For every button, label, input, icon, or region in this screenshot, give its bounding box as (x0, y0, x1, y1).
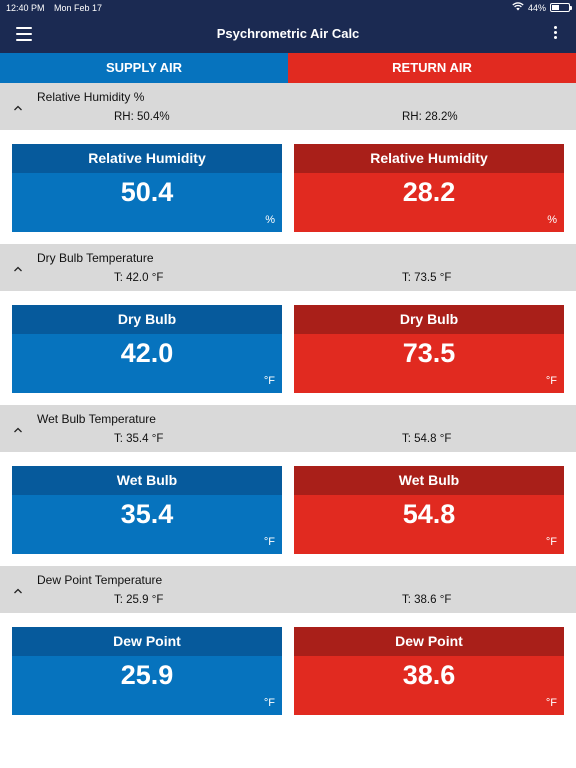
return-wet-bulb-card[interactable]: Wet Bulb 54.8 °F (294, 466, 564, 554)
status-indicators: 44% (512, 2, 572, 13)
supply-summary: RH: 50.4% (114, 111, 170, 123)
section-title: Dry Bulb Temperature (37, 251, 154, 265)
card-value: 42.0 (120, 338, 174, 368)
card-unit: °F (545, 697, 557, 709)
battery-icon (550, 3, 572, 12)
card-value: 25.9 (120, 660, 174, 690)
card-label: Dry Bulb (294, 305, 564, 334)
section-header-relative-humidity[interactable]: Relative Humidity % RH: 50.4% RH: 28.2% (0, 83, 576, 130)
status-date: Mon Feb 17 (54, 3, 103, 13)
supply-relative-humidity-card[interactable]: Relative Humidity 50.4 % (12, 144, 282, 232)
card-value: 50.4 (120, 177, 174, 207)
card-unit: °F (545, 536, 557, 548)
chevron-up-icon[interactable] (13, 100, 23, 111)
return-relative-humidity-card[interactable]: Relative Humidity 28.2 % (294, 144, 564, 232)
battery-percent: 44% (527, 2, 546, 13)
tab-supply-air[interactable]: SUPPLY AIR (0, 53, 288, 83)
card-value: 35.4 (120, 499, 174, 529)
card-unit: % (265, 214, 275, 226)
section-header-dry-bulb[interactable]: Dry Bulb Temperature T: 42.0 °F T: 73.5 … (0, 244, 576, 291)
battery-fill (552, 5, 560, 10)
card-label: Relative Humidity (294, 144, 564, 173)
section-title: Relative Humidity % (37, 90, 145, 104)
card-label: Wet Bulb (294, 466, 564, 495)
card-label: Dry Bulb (12, 305, 282, 334)
card-label: Dew Point (12, 627, 282, 656)
section-title: Dew Point Temperature (37, 573, 163, 587)
section-header-wet-bulb[interactable]: Wet Bulb Temperature T: 35.4 °F T: 54.8 … (0, 405, 576, 452)
wifi-icon (512, 2, 524, 13)
air-tabs: SUPPLY AIR RETURN AIR (0, 53, 576, 83)
section-title: Wet Bulb Temperature (37, 412, 156, 426)
chevron-up-icon[interactable] (13, 583, 23, 594)
return-summary: T: 38.6 °F (402, 594, 452, 606)
section-header-dew-point[interactable]: Dew Point Temperature T: 25.9 °F T: 38.6… (0, 566, 576, 613)
chevron-up-icon[interactable] (13, 261, 23, 272)
return-summary: RH: 28.2% (402, 111, 458, 123)
supply-wet-bulb-card[interactable]: Wet Bulb 35.4 °F (12, 466, 282, 554)
card-value: 54.8 (402, 499, 456, 529)
more-vertical-icon[interactable] (552, 26, 558, 42)
card-unit: °F (263, 536, 275, 548)
card-value: 73.5 (402, 338, 456, 368)
supply-summary: T: 42.0 °F (114, 272, 164, 284)
supply-summary: T: 35.4 °F (114, 433, 164, 445)
card-unit: °F (263, 375, 275, 387)
supply-summary: T: 25.9 °F (114, 594, 164, 606)
card-value: 28.2 (402, 177, 456, 207)
card-label: Relative Humidity (12, 144, 282, 173)
card-value: 38.6 (402, 660, 456, 690)
return-dew-point-card[interactable]: Dew Point 38.6 °F (294, 627, 564, 715)
return-summary: T: 54.8 °F (402, 433, 452, 445)
card-unit: °F (263, 697, 275, 709)
status-bar: 12:40 PM Mon Feb 17 44% (0, 0, 576, 16)
tab-return-air[interactable]: RETURN AIR (288, 53, 576, 83)
card-label: Dew Point (294, 627, 564, 656)
card-unit: % (547, 214, 557, 226)
status-time: 12:40 PM (6, 3, 45, 13)
supply-dew-point-card[interactable]: Dew Point 25.9 °F (12, 627, 282, 715)
app-title: Psychrometric Air Calc (216, 26, 360, 41)
card-unit: °F (545, 375, 557, 387)
nav-bar: Psychrometric Air Calc (0, 16, 576, 53)
card-label: Wet Bulb (12, 466, 282, 495)
hamburger-menu-icon[interactable] (16, 27, 32, 41)
supply-dry-bulb-card[interactable]: Dry Bulb 42.0 °F (12, 305, 282, 393)
return-summary: T: 73.5 °F (402, 272, 452, 284)
return-dry-bulb-card[interactable]: Dry Bulb 73.5 °F (294, 305, 564, 393)
chevron-up-icon[interactable] (13, 422, 23, 433)
